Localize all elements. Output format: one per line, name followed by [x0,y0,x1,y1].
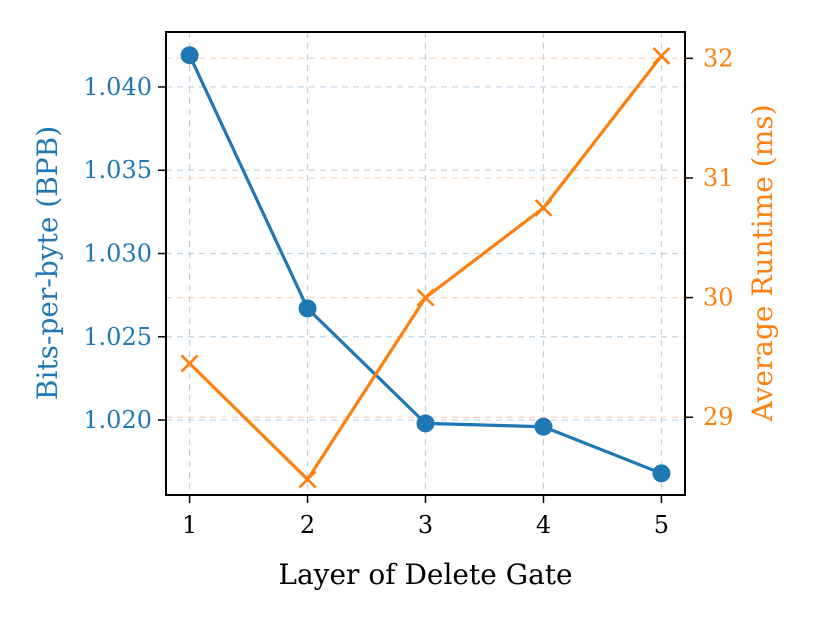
left-y-tick-label: 1.035 [83,156,152,184]
x-marker-stroke [652,47,671,65]
x-marker-stroke [180,354,199,373]
x-axis-title: Layer of Delete Gate [278,558,572,591]
x-marker-stroke [298,470,317,489]
right-y-tick-label: 30 [703,284,734,312]
right-y-tick-label: 31 [703,164,734,192]
right-y-axis-title: Average Runtime (ms) [746,104,779,422]
x-tick-label: 3 [418,511,433,539]
left-y-tick-label: 1.020 [83,406,152,434]
left-y-tick-label: 1.040 [83,73,152,101]
left-y-tick-label: 1.030 [83,240,152,268]
right-y-tick-label: 32 [703,44,734,72]
x-tick-label: 1 [182,511,197,539]
series-1-point [652,464,671,483]
series-1-point [534,417,553,436]
x-marker-stroke [416,288,435,307]
series-layer [180,46,671,489]
series-2-point [416,288,435,307]
x-tick-label: 4 [536,511,551,539]
series-2-point [652,47,671,65]
x-tick-label: 5 [654,511,669,539]
x-tick-label: 2 [300,511,315,539]
left-y-tick-label: 1.025 [83,323,152,351]
series-1-point [298,299,317,318]
series-2-point [298,470,317,489]
right-y-tick-label: 29 [703,403,734,431]
series-1-point [180,46,199,65]
axes: 1 2 3 4 5 1.020 1.025 1.030 1.035 1.040 29 30 31 32 [83,44,733,539]
x-marker-stroke [534,198,553,217]
series-2-point [534,198,553,217]
series-1-point [416,414,435,433]
left-y-axis-title: Bits-per-byte (BPB) [31,126,64,400]
grid [166,32,685,495]
series-2-point [180,354,199,373]
